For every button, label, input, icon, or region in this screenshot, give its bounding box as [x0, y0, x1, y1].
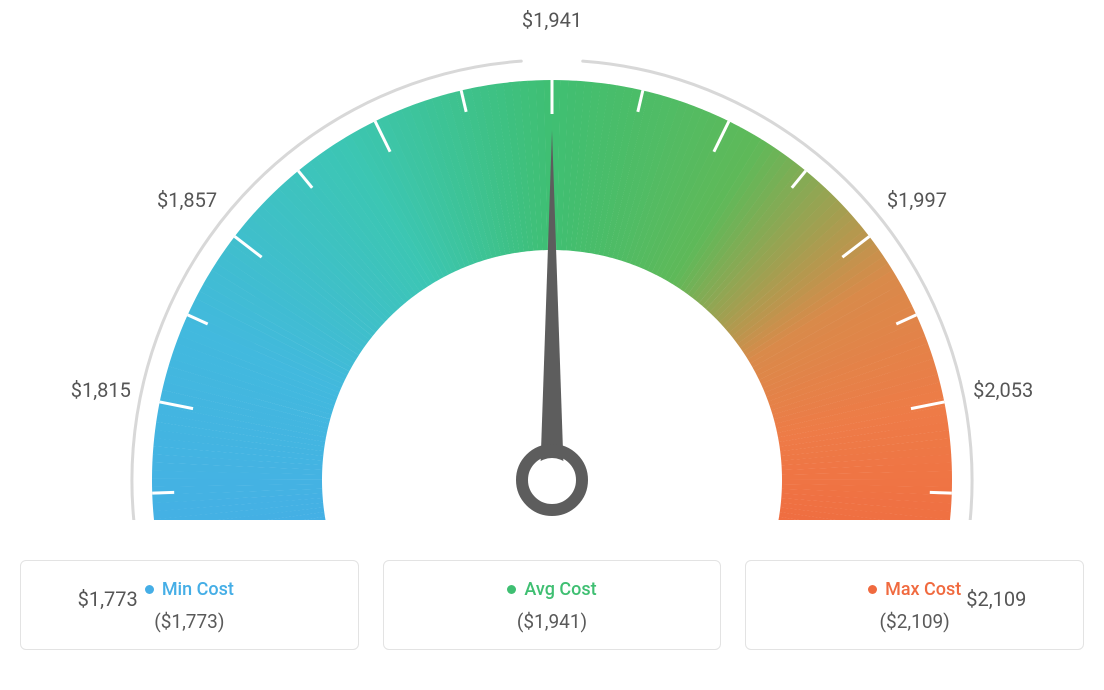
gauge-tick-label: $2,053: [973, 378, 1033, 402]
legend-card-min: Min Cost ($1,773): [20, 560, 359, 650]
legend-value: ($1,773): [31, 610, 348, 633]
legend-label: Min Cost: [162, 579, 234, 600]
legend-value: ($2,109): [756, 610, 1073, 633]
gauge-tick-label: $1,997: [887, 188, 947, 212]
gauge-tick-label: $1,941: [522, 8, 582, 32]
legend-title-avg: Avg Cost: [507, 579, 596, 600]
gauge-tick-label: $2,109: [966, 587, 1026, 611]
dot-icon: [868, 585, 877, 594]
gauge-tick-label: $1,857: [157, 188, 217, 212]
legend-card-max: Max Cost ($2,109): [745, 560, 1084, 650]
legend-row: Min Cost ($1,773) Avg Cost ($1,941) Max …: [20, 560, 1084, 650]
gauge-tick-label: $1,815: [71, 378, 131, 402]
gauge-svg: [20, 20, 1084, 520]
legend-value: ($1,941): [394, 610, 711, 633]
legend-label: Avg Cost: [524, 579, 596, 600]
dot-icon: [507, 585, 516, 594]
legend-card-avg: Avg Cost ($1,941): [383, 560, 722, 650]
legend-label: Max Cost: [885, 579, 961, 600]
cost-gauge: $1,773$1,815$1,857$1,941$1,997$2,053$2,1…: [20, 20, 1084, 520]
gauge-tick-label: $1,773: [78, 587, 138, 611]
legend-title-min: Min Cost: [145, 579, 234, 600]
legend-title-max: Max Cost: [868, 579, 961, 600]
dot-icon: [145, 585, 154, 594]
